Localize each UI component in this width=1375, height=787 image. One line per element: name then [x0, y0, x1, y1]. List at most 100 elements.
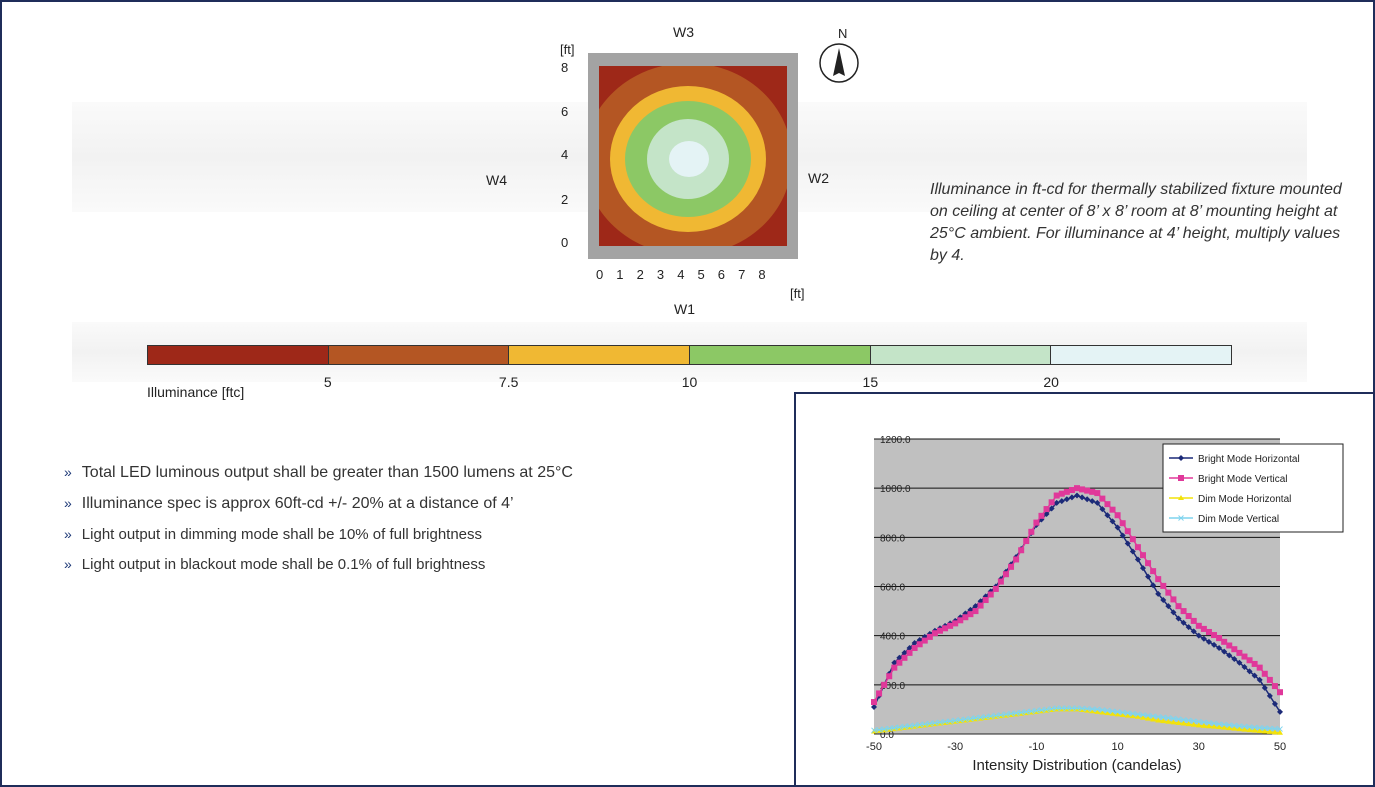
series-marker [1129, 713, 1136, 719]
series-marker [1231, 646, 1238, 653]
series-marker [982, 597, 989, 604]
x-unit-label: [ft] [790, 286, 805, 301]
series-marker [1135, 711, 1141, 718]
illuminance-contour-map [588, 53, 798, 259]
bullet-text: Total LED luminous output shall be great… [81, 464, 573, 481]
legend-swatch [1051, 346, 1232, 364]
series-marker [932, 720, 938, 726]
legend-tick-label: 20 [1043, 374, 1059, 390]
series-marker [1175, 615, 1182, 622]
series-marker [1241, 664, 1248, 671]
series-marker [1190, 628, 1197, 635]
series-marker [1129, 548, 1136, 555]
series-marker [936, 627, 943, 634]
intensity-distribution-chart: 0.0 200.0 400.0 600.0 800.0 1000.0 1200.0 -50 -3… [866, 435, 1344, 774]
series-marker [1231, 722, 1238, 729]
series-marker [1155, 713, 1162, 720]
series-marker [1185, 624, 1192, 631]
series-marker [952, 620, 959, 627]
series-marker [931, 630, 938, 637]
bullet-text: Light output in dimming mode shall be 10… [81, 526, 483, 543]
series-marker [1129, 710, 1136, 717]
series-marker [1155, 717, 1162, 723]
series-marker [886, 673, 893, 680]
series-marker [1261, 684, 1268, 691]
series-marker [1251, 660, 1258, 667]
series-marker [1079, 486, 1086, 493]
series-marker [1211, 632, 1218, 639]
legend-tick-label: 15 [862, 374, 879, 390]
series-marker [1099, 709, 1106, 715]
legend-title: Illuminance [ftc] [147, 384, 245, 400]
series-marker [1266, 676, 1273, 683]
series-marker [1165, 718, 1172, 724]
series-marker [1094, 499, 1101, 506]
series-marker [957, 617, 964, 624]
series-marker [1185, 613, 1192, 619]
legend-marker [1178, 475, 1184, 481]
series-marker [1008, 563, 1015, 570]
series-marker [1094, 490, 1101, 497]
spec-bullet: » Illuminance spec is approx 60ft-cd +/- … [64, 495, 573, 513]
series-marker [876, 690, 883, 697]
series-marker [1175, 603, 1182, 610]
series-marker [992, 585, 999, 592]
series-marker [1109, 710, 1116, 716]
series-marker [1129, 536, 1136, 543]
series-marker [1048, 705, 1055, 712]
series-marker [921, 637, 928, 644]
series-marker [1251, 727, 1258, 733]
series-marker [1155, 590, 1162, 597]
x-tick-label: -10 [1028, 741, 1044, 753]
series-marker [1226, 722, 1233, 729]
y-tick-label: 1200.0 [880, 435, 911, 446]
series-marker [1043, 506, 1050, 513]
series-marker [1119, 520, 1126, 527]
series-marker [1150, 716, 1157, 722]
series-marker [1099, 495, 1106, 502]
series-marker [1241, 653, 1248, 660]
series-marker [1261, 670, 1268, 677]
series-marker [1119, 711, 1126, 717]
series-marker [926, 720, 933, 727]
legend-label: Bright Mode Vertical [1198, 474, 1288, 485]
series-marker [977, 714, 984, 721]
series-marker [1175, 716, 1182, 723]
series-marker [1195, 722, 1202, 728]
series-marker [1099, 506, 1106, 513]
series-marker [1277, 729, 1283, 735]
series-marker [1145, 560, 1152, 567]
series-marker [1018, 709, 1025, 716]
legend-tick-label: 10 [681, 374, 698, 390]
series-marker [1221, 724, 1228, 730]
series-marker [1109, 506, 1116, 513]
series-marker [977, 602, 984, 609]
series-marker [1068, 487, 1075, 494]
series-marker [1221, 638, 1228, 645]
compass-icon [819, 43, 859, 83]
bullet-marker: » [64, 556, 72, 572]
series-marker [1160, 714, 1167, 721]
series-marker [1160, 718, 1167, 724]
floor-y-tick-label: 0 [561, 235, 569, 250]
illuminance-legend-bar [147, 345, 1232, 365]
series-marker [1074, 485, 1080, 492]
wall-label-w4: W4 [486, 172, 507, 188]
series-marker [1266, 692, 1273, 699]
series-marker [901, 649, 908, 656]
series-marker [942, 625, 949, 632]
floor-y-tick-label: 8 [561, 60, 569, 75]
series-marker [911, 722, 918, 729]
series-marker [1018, 547, 1025, 554]
series-marker [1114, 709, 1121, 715]
series-marker [886, 725, 893, 732]
series-marker [1134, 544, 1141, 551]
series-marker [1241, 723, 1248, 730]
series-marker [1145, 715, 1152, 721]
series-marker [982, 713, 989, 720]
wall-label-w1: W1 [674, 301, 695, 317]
series-marker [1226, 725, 1233, 731]
legend-swatch [148, 346, 329, 364]
bullet-text: Light output in blackout mode shall be 0… [81, 556, 486, 573]
y-tick-label: 800.0 [880, 533, 905, 544]
